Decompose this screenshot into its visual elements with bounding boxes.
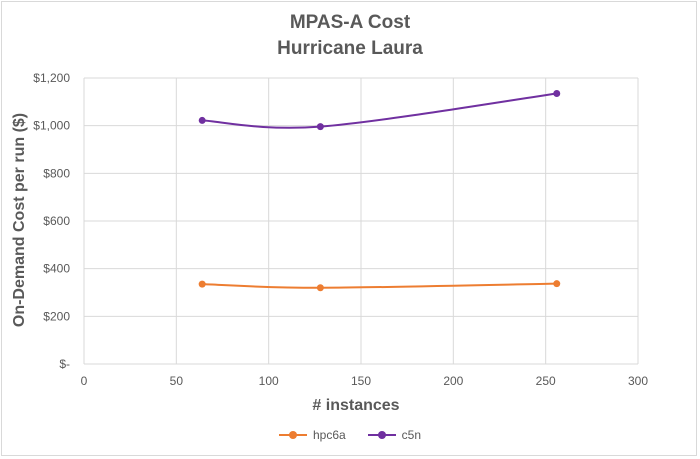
legend-item-c5n: c5n — [367, 428, 422, 442]
legend-label: hpc6a — [312, 428, 346, 442]
data-point-c5n — [198, 116, 206, 124]
y-axis-title: On-Demand Cost per run ($) — [11, 113, 28, 327]
chart-subtitle: Hurricane Laura — [277, 38, 423, 59]
x-tick-label: 200 — [443, 374, 463, 388]
x-tick-label: 250 — [536, 374, 556, 388]
x-tick-label: 100 — [259, 374, 279, 388]
legend-label: c5n — [401, 428, 422, 442]
x-tick-label: 0 — [81, 374, 88, 388]
series-line-hpc6a — [202, 282, 557, 289]
data-point-hpc6a — [316, 284, 324, 292]
legend-item-hpc6a: hpc6a — [278, 428, 346, 442]
y-tick-label: $800 — [43, 166, 70, 180]
series-lines — [202, 92, 557, 289]
series-line-c5n — [202, 92, 557, 129]
legend: hpc6a c5n — [0, 428, 700, 442]
grid-lines — [83, 77, 639, 365]
y-axis-ticks: $- $200 $400 $600 $800 $1,000 $1,200 — [33, 71, 70, 371]
x-axis-ticks: 0 50 100 150 200 250 300 — [81, 374, 649, 388]
legend-swatch — [278, 430, 307, 440]
data-point-hpc6a — [553, 280, 561, 288]
legend-swatch — [367, 430, 396, 440]
data-point-c5n — [316, 123, 324, 131]
y-tick-label: $1,000 — [33, 119, 70, 133]
y-tick-label: $200 — [43, 309, 70, 323]
y-tick-label: $- — [59, 357, 70, 371]
x-axis-title: # instances — [312, 397, 399, 414]
x-tick-label: 50 — [170, 374, 184, 388]
x-tick-label: 150 — [351, 374, 371, 388]
data-point-c5n — [553, 89, 561, 97]
y-tick-label: $600 — [43, 214, 70, 228]
x-tick-label: 300 — [628, 374, 648, 388]
series-points — [198, 89, 561, 292]
chart-title: MPAS-A Cost — [289, 12, 411, 33]
y-tick-label: $400 — [43, 262, 70, 276]
data-point-hpc6a — [198, 280, 206, 288]
y-tick-label: $1,200 — [33, 71, 70, 85]
